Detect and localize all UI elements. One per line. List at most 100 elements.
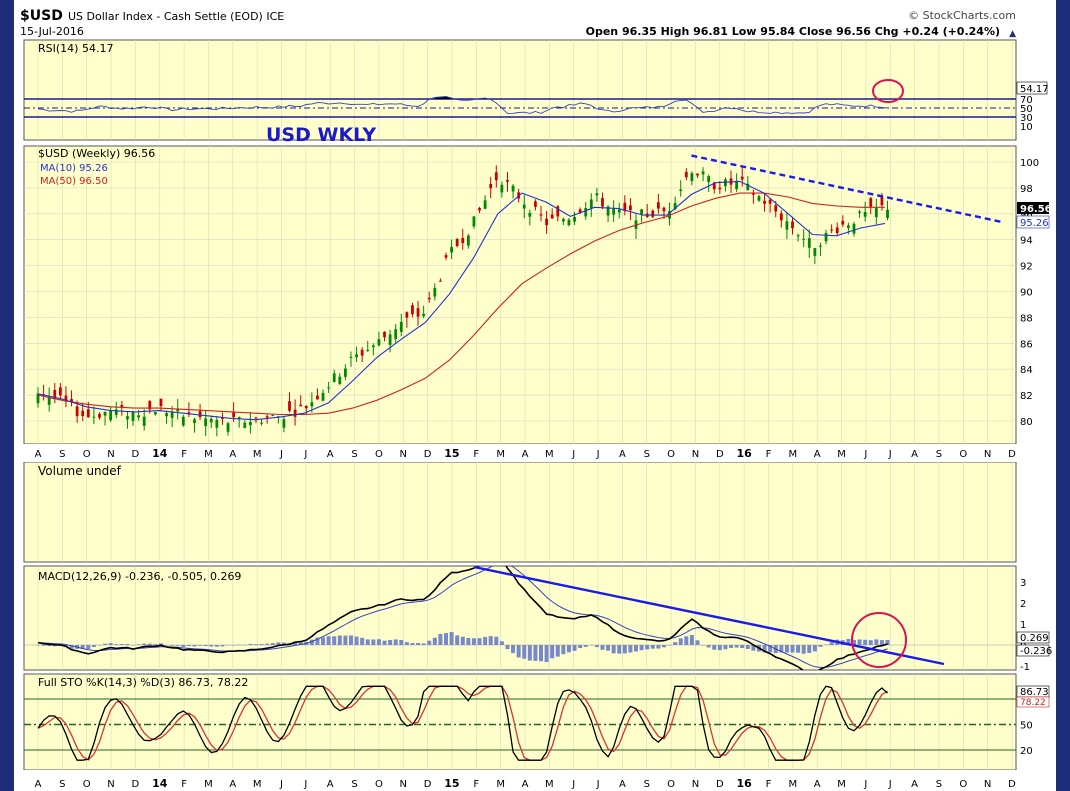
- macd-histogram-bar: [410, 643, 415, 645]
- price-bar-body: [86, 409, 90, 418]
- price-bar-body: [103, 411, 107, 416]
- macd-histogram-bar: [885, 640, 890, 645]
- macd-histogram-bar: [796, 645, 801, 653]
- x-tick-label: M: [204, 779, 213, 790]
- ma-tag: 95.26: [1020, 218, 1049, 229]
- price-bar-body: [243, 422, 247, 428]
- rsi-series: [24, 96, 1016, 118]
- macd-histogram-bar: [762, 645, 767, 653]
- x-tick-label: A: [35, 449, 42, 460]
- macd-histogram-bar: [265, 643, 270, 645]
- rsi-highlight-circle: [872, 79, 904, 103]
- price-bar-body: [472, 216, 476, 227]
- x-tick-label: A: [814, 779, 821, 790]
- price-bar-body: [92, 416, 96, 418]
- macd-histogram-bar: [293, 641, 298, 645]
- macd-histogram-bar: [522, 645, 527, 659]
- sto-series: [24, 685, 1016, 761]
- price-bar-body: [461, 237, 465, 244]
- macd-histogram-bar: [790, 645, 795, 653]
- macd-histogram-bar: [114, 644, 119, 645]
- x-tick-label: D: [424, 449, 432, 460]
- macd-histogram-bar: [751, 645, 756, 651]
- macd-histogram-bar: [198, 645, 203, 646]
- rsi-tick-label: 10: [1020, 122, 1033, 133]
- rsi-value-tag: 54.17: [1020, 84, 1049, 95]
- x-tick-label: M: [789, 449, 798, 460]
- price-bar-body: [159, 398, 163, 407]
- macd-histogram-bar: [511, 645, 516, 654]
- price-bar-body: [830, 229, 834, 231]
- price-series: [36, 154, 1003, 437]
- price-bar-body: [567, 219, 571, 226]
- macd-histogram-bar: [600, 645, 605, 650]
- macd-histogram-bar: [298, 642, 303, 645]
- macd-histogram-bar: [879, 640, 884, 645]
- sto-k-tag: 86.73: [1020, 687, 1049, 698]
- x-tick-label: A: [327, 779, 334, 790]
- price-bar-body: [522, 204, 526, 209]
- macd-histogram-bar: [91, 645, 96, 648]
- volume-panel: [23, 461, 1017, 563]
- price-bar-body: [506, 180, 509, 182]
- macd-histogram-bar: [416, 643, 421, 645]
- macd-histogram-bar: [158, 643, 163, 645]
- macd-histogram-bar: [231, 645, 236, 646]
- price-bar-body: [450, 247, 453, 253]
- sto-d-tag-box: [1016, 696, 1050, 708]
- x-tick-label: M: [545, 779, 554, 790]
- macd-histogram-bar: [818, 645, 823, 647]
- price-bar-body: [349, 356, 353, 358]
- macd-histogram-bar: [326, 636, 331, 645]
- usd-wkly-annotation: USD WKLY: [266, 124, 376, 146]
- macd-histogram-bar: [365, 639, 370, 645]
- macd-histogram-bar: [723, 645, 728, 650]
- price-bar-body: [265, 416, 269, 418]
- x-tick-label: M: [789, 779, 798, 790]
- price-bar-body: [640, 209, 644, 215]
- macd-histogram-bar: [321, 637, 326, 645]
- left-frame: [0, 0, 14, 791]
- price-bar-body: [768, 199, 772, 204]
- x-tick-label: J: [303, 449, 307, 460]
- price-bar-body: [824, 232, 828, 242]
- price-bar-body: [433, 288, 437, 297]
- macd-histogram-bar: [667, 645, 672, 646]
- price-bar-body: [455, 238, 459, 247]
- macd-histogram-bar: [634, 645, 639, 652]
- price-bar-body: [310, 402, 314, 407]
- price-tick-label: 94: [1020, 236, 1033, 247]
- price-bar-body: [478, 208, 481, 211]
- macd-histogram-bar: [812, 645, 817, 652]
- x-tick-label: F: [766, 449, 772, 460]
- x-tick-label: O: [375, 779, 383, 790]
- macd-histogram-bar: [874, 639, 879, 645]
- x-tick-label: O: [375, 449, 383, 460]
- price-bar-body: [740, 176, 744, 180]
- macd-histogram-bar: [108, 643, 113, 645]
- x-tick-label: M: [253, 449, 262, 460]
- price-bar-body: [724, 179, 727, 187]
- macd-histogram-bar: [611, 645, 616, 654]
- macd-histogram-bar: [516, 645, 521, 658]
- price-bar-body: [858, 211, 861, 213]
- x-tick-label: J: [596, 449, 600, 460]
- macd-histogram-bar: [147, 643, 152, 645]
- price-bar-body: [98, 413, 101, 418]
- macd-histogram-bar: [309, 639, 314, 645]
- price-bar-body: [371, 345, 375, 348]
- price-bar-body: [550, 214, 554, 219]
- x-tick-label: 16: [736, 777, 752, 790]
- price-bar-body: [114, 409, 118, 415]
- price-tick-label: 96: [1020, 210, 1033, 221]
- price-bar-body: [612, 208, 616, 215]
- rsi-line: [37, 96, 888, 114]
- macd-histogram-bar: [460, 636, 465, 645]
- price-bar-body: [142, 416, 146, 426]
- price-bar-body: [763, 200, 766, 204]
- price-bar-body: [126, 416, 129, 420]
- price-tick-label: 98: [1020, 184, 1033, 195]
- macd-histogram-bar: [421, 643, 426, 645]
- macd-histogram-bar: [851, 639, 856, 645]
